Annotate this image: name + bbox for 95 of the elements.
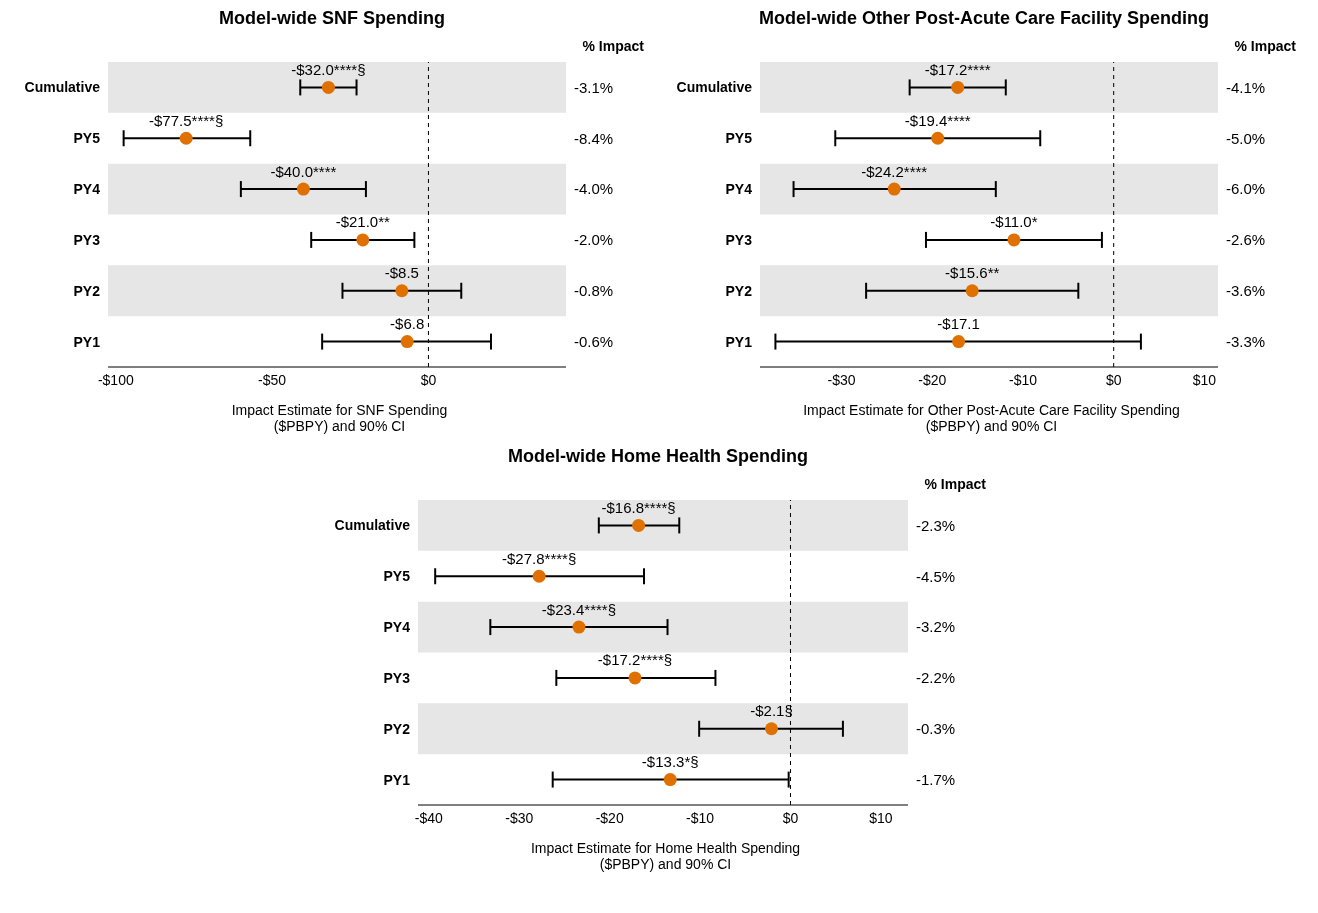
x-tick-label: $0 (782, 809, 799, 826)
data-label: -$2.1§ (750, 702, 793, 720)
x-tick-label: -$50 (258, 371, 287, 388)
text: -2.2% (916, 669, 956, 687)
point (887, 182, 901, 196)
text: -2.3% (916, 516, 956, 534)
point (764, 722, 778, 736)
y-tick-label: PY1 (383, 771, 411, 788)
y-tick-label: PY2 (73, 282, 101, 299)
chart-title: Model-wide SNF Spending (218, 8, 446, 30)
point (663, 773, 677, 787)
y-tick-label: PY4 (383, 619, 411, 636)
data-label: -$27.8****§ (502, 549, 577, 567)
data-label: -$17.2****§ (597, 651, 673, 669)
data-label: -$19.4**** (904, 111, 971, 129)
x-tick-label: $0 (1105, 371, 1122, 388)
point (572, 620, 586, 634)
x-tick-label: $10 (869, 809, 893, 826)
chart-title: Model-wide Other Post-Acute Care Facility Spending (757, 8, 1211, 30)
y-tick-label: PY5 (725, 130, 753, 147)
x-tick-label: -$20 (595, 809, 624, 826)
data-label: -$32.0****§ (291, 60, 366, 78)
y-tick-label: PY1 (725, 333, 753, 350)
point (632, 518, 646, 532)
point (1007, 233, 1021, 247)
text: -0.6% (574, 332, 614, 350)
data-label: -$8.5 (384, 264, 419, 282)
text: -2.6% (1226, 231, 1266, 249)
text: -4.5% (916, 567, 956, 585)
text: % Impact (582, 38, 644, 54)
point (400, 335, 414, 349)
text: -5.0% (1226, 129, 1266, 147)
y-tick-label: PY3 (725, 231, 753, 248)
y-tick-label: Cumulative (24, 79, 101, 96)
data-label: -$16.8****§ (601, 498, 676, 516)
chart-title: Model-wide Home Health Spending (507, 446, 809, 468)
x-tick-label: -$30 (505, 809, 534, 826)
x-tick-label: -$30 (827, 371, 856, 388)
data-label: -$21.0** (335, 213, 391, 231)
data-label: -$6.8 (390, 315, 425, 333)
y-tick-label: PY5 (73, 130, 101, 147)
x-tick-label: -$20 (918, 371, 947, 388)
text: -3.3% (1226, 332, 1266, 350)
data-label: -$13.3*§ (641, 753, 699, 771)
text: -3.1% (574, 78, 614, 96)
y-tick-label: Cumulative (676, 79, 753, 96)
point (931, 131, 945, 145)
y-tick-label: PY2 (383, 720, 411, 737)
data-label: -$17.1 (937, 315, 980, 333)
data-label: -$11.0* (990, 213, 1038, 231)
data-label: -$24.2**** (861, 162, 928, 180)
text: -2.0% (574, 231, 614, 249)
y-tick-label: PY3 (73, 231, 101, 248)
x-axis-title: Impact Estimate for Other Post-Acute Care Facility Spending ($PBPY) and 90% CI (802, 402, 1181, 434)
y-tick-label: PY5 (383, 568, 411, 585)
x-tick-label: $10 (1192, 371, 1217, 388)
data-label: -$17.2**** (924, 60, 991, 78)
x-axis-title: Impact Estimate for SNF Spending ($PBPY) and 90% CI (230, 402, 449, 434)
x-tick-label: -$10 (686, 809, 715, 826)
y-tick-label: Cumulative (334, 517, 411, 534)
point (965, 284, 979, 298)
text: -8.4% (574, 129, 614, 147)
text: % Impact (924, 476, 986, 492)
data-label: -$23.4****§ (541, 600, 617, 618)
text: -3.2% (916, 618, 956, 636)
point (628, 671, 642, 685)
text: % Impact (1234, 38, 1296, 54)
point (952, 335, 966, 349)
y-tick-label: PY4 (73, 181, 101, 198)
x-tick-label: -$10 (1008, 371, 1038, 388)
point (179, 131, 193, 145)
text: -0.8% (574, 282, 614, 300)
point (951, 80, 965, 94)
point (532, 569, 546, 583)
y-tick-label: PY4 (725, 181, 753, 198)
point (321, 80, 335, 94)
data-label: -$15.6** (945, 264, 1000, 282)
text: -0.3% (916, 720, 956, 738)
text: -3.6% (1226, 282, 1266, 300)
point (296, 182, 310, 196)
x-tick-label: $0 (420, 371, 437, 388)
x-tick-label: -$40 (414, 809, 444, 826)
data-label: -$77.5****§ (149, 111, 224, 129)
point (395, 284, 409, 298)
y-tick-label: PY3 (383, 669, 411, 686)
y-tick-label: PY1 (73, 333, 101, 350)
point (356, 233, 370, 247)
text: -4.0% (574, 180, 614, 198)
text: -6.0% (1226, 180, 1266, 198)
text: -4.1% (1226, 78, 1266, 96)
data-label: -$40.0**** (270, 162, 337, 180)
y-tick-label: PY2 (725, 282, 753, 299)
x-axis-title: Impact Estimate for Home Health Spending ($PBPY) and 90% CI (529, 840, 802, 872)
text: -1.7% (916, 770, 956, 788)
x-tick-label: -$100 (97, 371, 134, 388)
